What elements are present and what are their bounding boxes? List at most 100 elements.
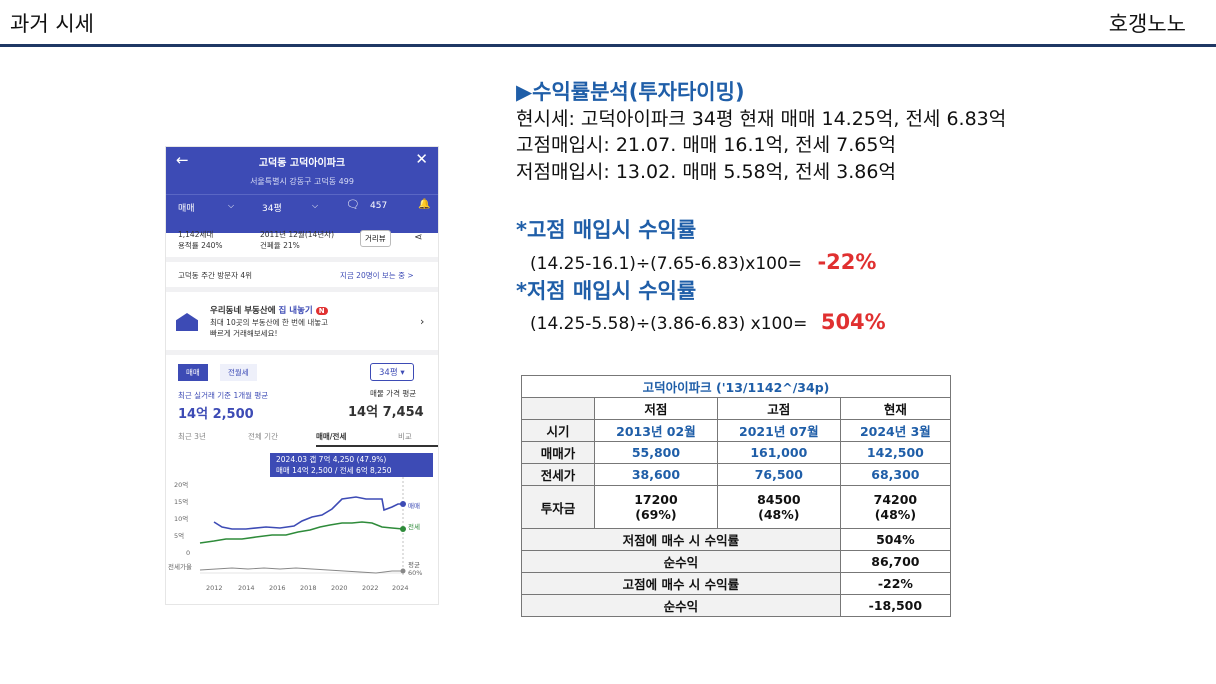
- tab-trade[interactable]: 매매: [178, 364, 208, 381]
- x-tick: 2020: [331, 584, 348, 592]
- tooltip-prices: 매매 14억 2,500 / 전세 6억 8,250: [276, 466, 392, 475]
- low-formula-text: (14.25-5.58)÷(3.86-6.83) x100=: [530, 314, 808, 334]
- share-icon[interactable]: ⋖: [414, 232, 423, 243]
- new-badge: N: [315, 307, 328, 315]
- avg-label: 최근 실거래 기준 1개월 평균: [178, 391, 269, 400]
- y-tick: 5억: [174, 532, 184, 540]
- row-header-invest: 투자금: [521, 485, 595, 529]
- table-cell: 2013년 02월: [594, 419, 718, 442]
- x-tick: 2014: [238, 584, 255, 592]
- table-cell: 55,800: [594, 441, 718, 464]
- x-tick: 2024: [392, 584, 409, 592]
- low-buy-line: 저점매입시: 13.02. 매매 5.58억, 전세 3.86억: [516, 161, 896, 183]
- legend-trade: 매매: [408, 502, 420, 510]
- legend-avg: 평균: [408, 560, 420, 569]
- table-cell: 2021년 07월: [716, 419, 841, 442]
- ask-price: 14억 7,454: [348, 405, 424, 420]
- rent-current-point: [400, 526, 406, 532]
- chart-tooltip: 2024.03 갭 7억 4,250 (47.9%) 매매 14억 2,500 …: [270, 453, 433, 477]
- house-icon: [176, 313, 198, 331]
- invest-pct: (48%): [874, 507, 917, 522]
- col-header-now: 현재: [839, 397, 952, 420]
- app-screenshot: ← 고덕동 고덕아이파크 ✕ 서울특별시 강동구 고덕동 499 매매 ⌵ 34…: [165, 146, 439, 605]
- comment-count: 457: [370, 201, 388, 211]
- table-corner: [521, 397, 595, 420]
- size-dropdown[interactable]: 34평: [262, 204, 282, 214]
- invest-pct: (69%): [635, 507, 677, 522]
- invest-pct: (48%): [758, 507, 800, 522]
- invest-amount: 74200: [873, 492, 918, 507]
- high-yield-heading: *고점 매입시 수익률: [516, 218, 697, 242]
- street-view-button[interactable]: 거리뷰: [360, 230, 391, 247]
- invest-amount: 84500: [757, 492, 801, 507]
- section-divider: [166, 257, 438, 262]
- close-icon[interactable]: ✕: [415, 150, 428, 168]
- rent-price-line: [199, 521, 404, 544]
- legend-avg-pct: 60%: [408, 569, 422, 577]
- invest-amount: 17200: [634, 492, 678, 507]
- row-header-trade: 매매가: [521, 441, 595, 464]
- size-select[interactable]: 34평 ▾: [370, 363, 414, 381]
- row-header-rent: 전세가: [521, 463, 595, 486]
- bell-icon[interactable]: 🔔: [418, 199, 431, 210]
- table-cell: 74200 (48%): [839, 485, 952, 529]
- tooltip-gap: 2024.03 갭 7억 4,250 (47.9%): [276, 455, 387, 464]
- current-price-line: 현시세: 고덕아이파크 34평 현재 매매 14.25억, 전세 6.83억: [516, 108, 1007, 130]
- filter-bar: 매매 ⌵ 34평 ⌵ 🗨 457 🔔: [166, 194, 438, 219]
- ratio-current-point: [400, 568, 406, 574]
- table-cell: 84500 (48%): [716, 485, 841, 529]
- table-cell: 2024년 3월: [839, 419, 952, 442]
- tab-compare[interactable]: 비교: [398, 432, 412, 441]
- author-label: 호갱노노: [1108, 12, 1186, 36]
- table-caption: 고덕아이파크 ('13/1142^/34p): [521, 375, 951, 398]
- yield-table: 고덕아이파크 ('13/1142^/34p) 저점 고점 현재 시기 2013년…: [521, 375, 952, 617]
- low-yield-value: 504%: [839, 528, 952, 551]
- viewers-now-link[interactable]: 지금 20명이 보는 중 >: [340, 271, 414, 280]
- visitor-rank: 고덕동 주간 방문자 4위: [178, 271, 253, 280]
- trade-type-dropdown[interactable]: 매매: [178, 204, 195, 214]
- table-cell: 142,500: [839, 441, 952, 464]
- price-chart: 20억 15억 10억 5억 0 전세가율 2012 2014 2016 201…: [168, 477, 422, 592]
- x-tick: 2022: [362, 584, 379, 592]
- table-cell: 68,300: [839, 463, 952, 486]
- table-cell: 38,600: [594, 463, 718, 486]
- comment-icon[interactable]: 🗨: [346, 198, 360, 211]
- high-yield-result: -22%: [817, 250, 877, 274]
- high-buy-line: 고점매입시: 21.07. 매매 16.1억, 전세 7.65억: [516, 134, 896, 156]
- page-title: 과거 시세: [10, 12, 94, 36]
- col-header-low: 저점: [594, 397, 718, 420]
- tab-all-period[interactable]: 전체 기간: [248, 432, 278, 441]
- tab-trade-rent[interactable]: 매매/전세: [316, 431, 438, 447]
- low-yield-formula: (14.25-5.58)÷(3.86-6.83) x100= 504%: [530, 310, 886, 334]
- high-yield-label: 고점에 매수 시 수익률: [521, 572, 841, 595]
- y-tick: 15억: [174, 498, 188, 506]
- low-yield-heading: *저점 매입시 수익률: [516, 279, 697, 303]
- back-arrow-icon[interactable]: ←: [176, 151, 189, 169]
- tab-recent-3y[interactable]: 최근 3년: [178, 432, 206, 441]
- header-divider: [0, 44, 1216, 47]
- x-tick: 2018: [300, 584, 317, 592]
- promo-desc-2: 빠르게 거래해보세요!: [210, 329, 278, 338]
- row-header-time: 시기: [521, 419, 595, 442]
- table-cell: 17200 (69%): [594, 485, 718, 529]
- avg-price: 14억 2,500: [178, 407, 254, 422]
- x-tick: 2012: [206, 584, 223, 592]
- promo-desc-1: 최대 10곳의 부동산에 한 번에 내놓고: [210, 318, 329, 327]
- jeonse-ratio-label: 전세가율: [168, 562, 192, 571]
- jeonse-ratio-line: [199, 567, 403, 574]
- table-cell: 161,000: [716, 441, 841, 464]
- household-count: 1,142세대: [178, 230, 214, 239]
- high-yield-value: -22%: [839, 572, 952, 595]
- low-profit-value: 86,700: [839, 550, 952, 573]
- chevron-down-icon: ⌵: [228, 201, 235, 210]
- promo-title[interactable]: 우리동네 부동산에 집 내놓기 N: [210, 304, 438, 316]
- chevron-right-icon[interactable]: ›: [420, 315, 425, 328]
- tab-rent[interactable]: 전월세: [220, 364, 257, 381]
- chevron-down-icon: ⌵: [312, 201, 319, 210]
- apartment-name: 고덕동 고덕아이파크: [258, 158, 346, 169]
- low-profit-label: 순수익: [521, 550, 841, 573]
- apartment-address: 서울특별시 강동구 고덕동 499: [250, 177, 354, 186]
- x-tick: 2016: [269, 584, 286, 592]
- trade-current-point: [400, 501, 406, 507]
- app-header: ← 고덕동 고덕아이파크 ✕ 서울특별시 강동구 고덕동 499 매매 ⌵ 34…: [166, 147, 438, 233]
